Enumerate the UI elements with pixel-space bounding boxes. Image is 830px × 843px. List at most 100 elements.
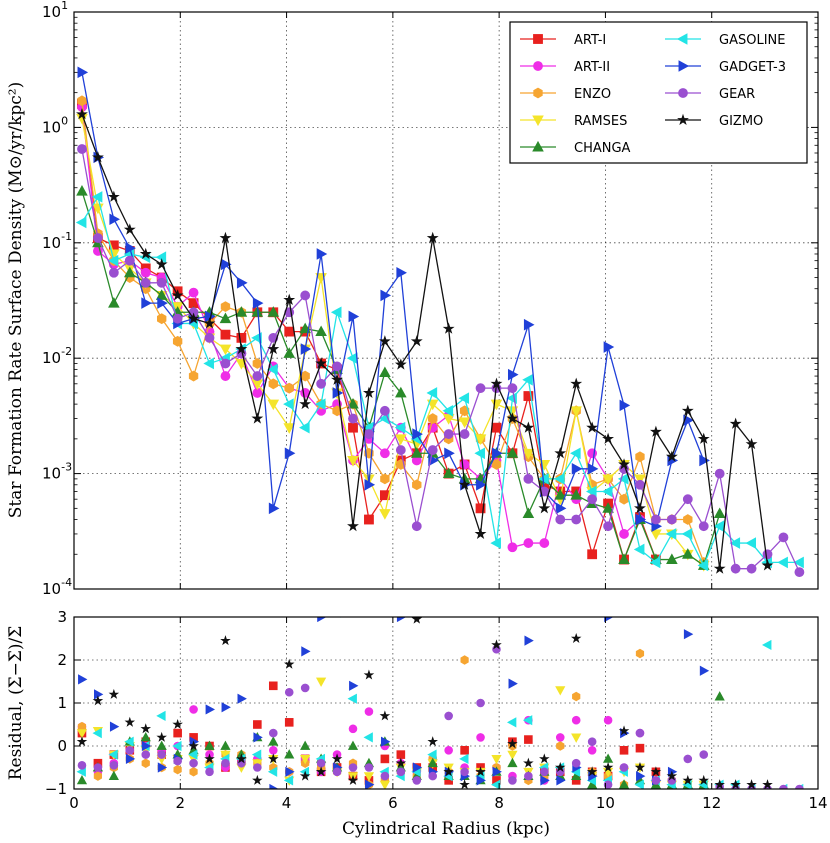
residual-point-gear	[364, 763, 374, 772]
data-point-gasoline	[474, 447, 485, 460]
data-point-gasoline	[777, 556, 788, 569]
data-point-gear	[364, 429, 374, 439]
legend-marker-gadget-3	[678, 60, 690, 72]
data-point-gizmo	[91, 151, 104, 163]
data-point-changa	[347, 397, 359, 409]
residual-gear	[77, 644, 804, 789]
data-point-enzo	[380, 473, 390, 485]
residual-point-changa	[347, 740, 359, 750]
legend-label: GEAR	[719, 87, 755, 102]
residual-point-gear	[109, 761, 119, 770]
residual-point-gear	[635, 728, 645, 738]
data-point-gadget-3	[380, 289, 392, 302]
residual-point-changa	[204, 740, 215, 750]
data-point-gizmo	[442, 322, 455, 334]
data-point-gasoline	[681, 528, 693, 540]
data-point-gasoline	[203, 357, 214, 370]
residual-point-gasoline	[491, 779, 501, 789]
residual-point-enzo	[635, 648, 645, 659]
residual-point-gizmo	[252, 774, 263, 785]
y-tick-label: 3	[57, 608, 67, 626]
data-point-gadget-3	[523, 318, 535, 331]
residual-point-ramses	[491, 754, 502, 765]
data-point-art-i	[236, 332, 247, 343]
residual-point-gear	[332, 767, 342, 777]
residual-point-gizmo	[586, 766, 598, 777]
data-point-gear	[108, 267, 119, 278]
residual-point-gizmo	[108, 688, 120, 699]
residual-point-gadget-3	[157, 762, 168, 773]
residual-point-gizmo	[682, 774, 694, 785]
data-point-gadget-3	[699, 454, 710, 467]
data-point-gear	[93, 233, 103, 243]
y-tick-label: 0	[57, 737, 67, 755]
data-point-gear	[332, 361, 342, 372]
data-point-art-ii	[379, 448, 390, 459]
data-point-gasoline	[314, 398, 326, 410]
data-point-gear	[651, 514, 661, 525]
residual-point-gadget-3	[237, 693, 247, 704]
data-point-gizmo	[139, 247, 152, 260]
data-point-gear	[443, 429, 454, 439]
data-point-gizmo	[123, 223, 136, 235]
data-point-gadget-3	[396, 266, 407, 279]
data-point-gear	[762, 549, 773, 560]
data-point-gasoline	[283, 398, 294, 410]
data-point-ramses	[267, 399, 280, 411]
residual-point-gasoline	[156, 710, 166, 722]
data-point-gasoline	[442, 405, 454, 417]
data-point-gadget-3	[252, 297, 264, 309]
residual-point-gizmo	[92, 695, 104, 706]
data-point-gizmo	[267, 342, 280, 355]
residual-point-gizmo	[698, 774, 710, 785]
data-point-gizmo	[729, 417, 742, 429]
residual-point-gizmo	[491, 639, 502, 650]
data-point-gear	[794, 567, 805, 578]
data-point-gear	[746, 563, 757, 574]
data-point-gadget-3	[603, 341, 615, 353]
residual-point-gear	[316, 758, 326, 768]
residual-point-gear	[173, 756, 182, 766]
data-point-gasoline	[793, 556, 804, 569]
residual-point-enzo	[93, 771, 103, 781]
data-point-gadget-3	[507, 368, 519, 381]
residual-point-changa	[284, 749, 295, 759]
legend-marker-ramses	[532, 115, 544, 127]
residual-point-gizmo	[140, 723, 152, 734]
data-point-enzo	[619, 493, 629, 505]
residual-point-gear	[348, 763, 358, 772]
legend-item-changa: CHANGA	[520, 140, 631, 156]
legend-label: CHANGA	[574, 141, 631, 156]
y-tick-label: 101	[42, 0, 68, 21]
residual-point-gizmo	[411, 617, 423, 624]
data-point-art-i	[587, 549, 598, 560]
data-point-gadget-3	[555, 502, 567, 515]
data-point-gadget-3	[412, 428, 423, 440]
data-point-gear	[571, 514, 582, 525]
data-point-gizmo	[251, 412, 264, 424]
residual-point-art-ii	[603, 715, 613, 725]
residual-point-ramses	[300, 754, 311, 765]
residual-point-gasoline	[762, 639, 772, 651]
residual-point-gear	[93, 763, 103, 772]
residual-point-gizmo	[666, 770, 678, 781]
residual-point-gizmo	[427, 736, 438, 747]
residual-point-gizmo	[299, 770, 311, 781]
data-point-gear	[603, 521, 613, 532]
data-point-enzo	[220, 301, 231, 313]
residual-point-art-i	[396, 750, 406, 759]
data-point-gasoline	[745, 537, 757, 549]
residual-point-gizmo	[124, 716, 136, 727]
residual-point-gasoline	[188, 749, 198, 760]
residual-point-gear	[508, 776, 517, 785]
grid-layer	[74, 12, 818, 789]
data-point-gizmo	[506, 412, 519, 424]
residual-point-gizmo	[204, 753, 215, 764]
data-point-changa	[410, 447, 423, 458]
series-art-ii	[77, 102, 645, 553]
data-point-gear	[778, 532, 789, 543]
data-point-gasoline	[649, 556, 661, 569]
residual-point-gasoline	[172, 740, 182, 752]
data-point-art-i	[523, 391, 534, 401]
residual-point-gadget-3	[492, 766, 502, 777]
